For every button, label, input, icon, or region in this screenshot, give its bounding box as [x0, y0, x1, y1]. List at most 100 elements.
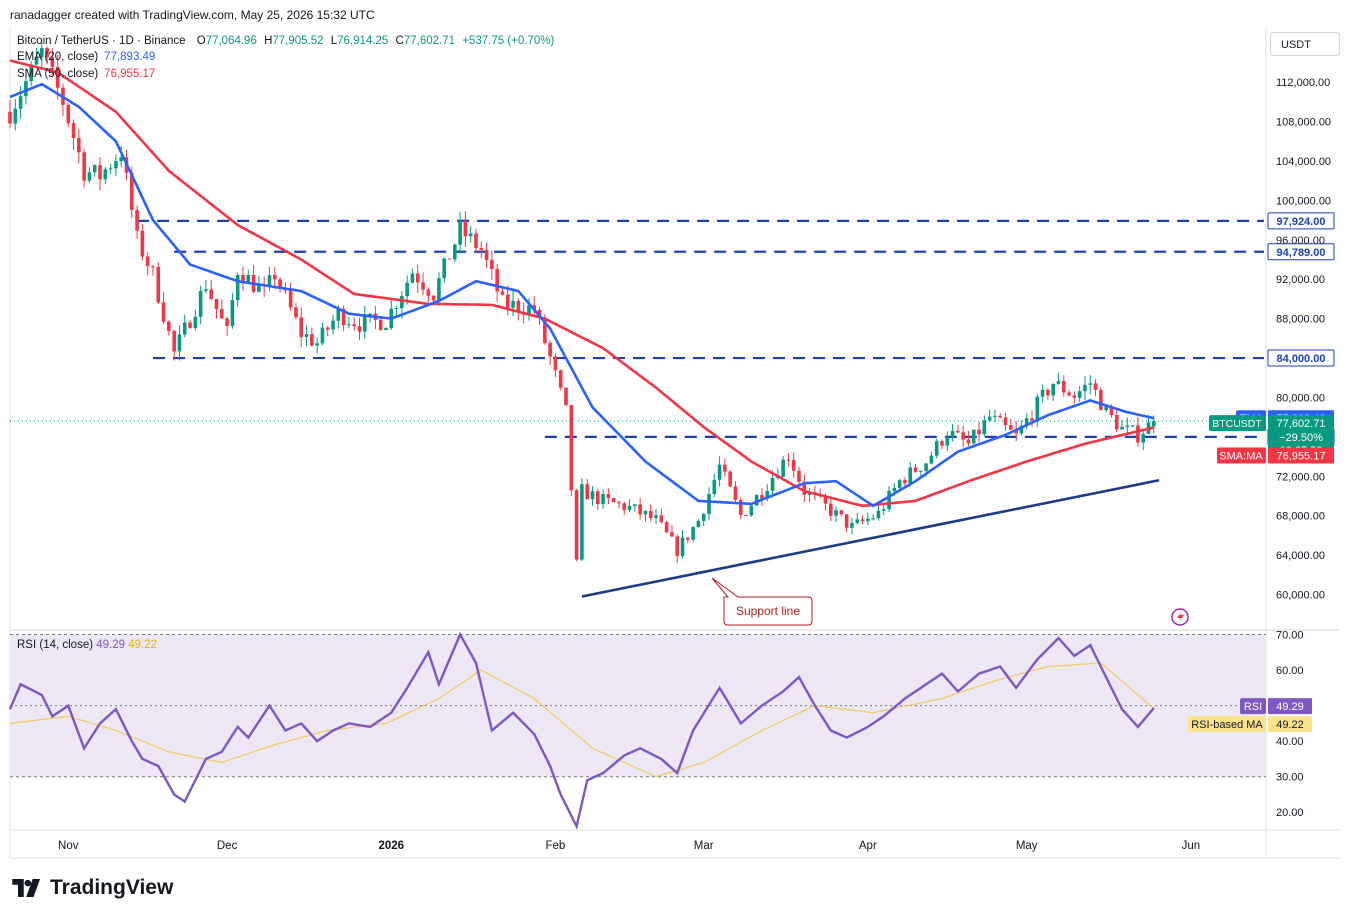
candle-body [622, 503, 627, 511]
candle-body [484, 249, 489, 260]
candle-body [188, 322, 192, 328]
candle-body [802, 481, 807, 495]
candle-body [45, 48, 49, 58]
candle-body [892, 487, 897, 491]
candle-body [320, 327, 325, 344]
candle-body [977, 429, 981, 435]
price-tick-label: 80,000.00 [1276, 392, 1325, 404]
candle-body [278, 279, 282, 289]
rsi-ma-legend-value: 49.22 [128, 639, 157, 651]
rsi-marker-tag [1240, 698, 1266, 715]
ohlc-low: L76,914.25 [330, 35, 389, 47]
candle-body [235, 274, 240, 301]
currency-button[interactable]: USDT [1270, 32, 1340, 56]
candle-body [834, 510, 838, 516]
candle-body [648, 511, 653, 519]
candle-body [167, 321, 171, 331]
candle-body [384, 328, 388, 331]
candle-body [71, 123, 76, 139]
brand-name: TradingView [50, 876, 174, 899]
ema-legend[interactable]: EMA (20, close) 77,893.49 [17, 51, 155, 63]
price-tick-label: 112,000.00 [1276, 77, 1330, 89]
time-tick-label: May [1016, 840, 1038, 852]
sma-legend[interactable]: SMA (50, close) 76,955.17 [17, 68, 155, 80]
candle-body [246, 274, 251, 284]
candle-body [220, 309, 224, 319]
candle-body [897, 480, 902, 488]
candle-body [738, 499, 743, 516]
candle-body [1141, 434, 1146, 443]
price-tick-label: 92,000.00 [1276, 274, 1325, 286]
candle-body [982, 420, 987, 435]
candles-group [8, 41, 1156, 564]
candle-body [876, 510, 881, 519]
candle-body [887, 490, 891, 510]
candle-body [172, 330, 176, 352]
candle-body [209, 289, 214, 299]
rsi-tick-label: 30.00 [1276, 772, 1304, 784]
time-tick-label: Mar [694, 840, 714, 852]
rsi-tick-label: 40.00 [1276, 736, 1304, 748]
candle-body [1030, 418, 1034, 421]
candle-body [77, 138, 81, 153]
price-tick-label: 104,000.00 [1276, 156, 1331, 168]
candle-body [468, 233, 473, 237]
candle-body [670, 532, 674, 537]
candle-body [1040, 389, 1045, 397]
candle-body [225, 318, 229, 326]
candle-body [1061, 380, 1066, 393]
candle-body [723, 464, 727, 472]
tradingview-logo-icon [12, 879, 41, 897]
candle-body [633, 504, 637, 506]
level-price-tag [1267, 212, 1335, 230]
candle-body [537, 309, 542, 319]
symbol-legend[interactable]: Bitcoin / TetherUS · 1D · Binance O77,06… [17, 35, 554, 47]
candle-body [823, 495, 828, 504]
level-price-label: 94,789.00 [1277, 247, 1326, 259]
rsi-ma-marker-tag [1188, 716, 1266, 733]
candle-body [595, 491, 600, 505]
candle-body [1088, 383, 1093, 385]
candle-body [765, 490, 770, 499]
candle-body [532, 305, 537, 310]
rsi-band [10, 634, 1266, 777]
ohlc-open: O77,064.96 [196, 35, 257, 47]
candle-body [495, 269, 499, 292]
sma-marker-tag [1217, 447, 1266, 464]
candle-body [331, 320, 335, 330]
candle-body [198, 290, 203, 317]
candle-body [760, 495, 764, 499]
candle-body [24, 81, 28, 97]
candle-body [860, 519, 865, 522]
attribution-text: ranadagger created with TradingView.com,… [10, 8, 375, 22]
candle-body [8, 111, 12, 124]
candle-body [1019, 425, 1024, 434]
candle-body [55, 66, 60, 88]
candle-body [1051, 383, 1055, 396]
candle-body [1035, 396, 1040, 421]
candle-body [315, 343, 319, 346]
candle-body [553, 356, 558, 371]
candle-body [151, 266, 155, 268]
candle-body [400, 296, 404, 309]
rsi-legend-label: RSI (14, close) [17, 639, 96, 651]
candle-body [304, 334, 309, 337]
candle-body [108, 168, 113, 170]
ema-legend-label: EMA (20, close) [17, 51, 99, 63]
candle-body [966, 439, 971, 444]
price-tick-label: 100,000.00 [1276, 195, 1331, 207]
candle-body [325, 327, 330, 330]
candle-body [749, 505, 754, 516]
time-tick-label: Feb [546, 840, 566, 852]
candle-body [156, 266, 161, 303]
rsi-legend-value: 49.29 [96, 639, 128, 651]
rsi-ma-value-tag [1268, 716, 1312, 733]
rsi-tick-label: 70.00 [1276, 630, 1304, 642]
candle-body [505, 294, 510, 308]
price-tick-label: 60,000.00 [1276, 590, 1325, 602]
candle-body [548, 342, 552, 357]
candle-body [182, 322, 187, 335]
candle-body [336, 308, 341, 321]
